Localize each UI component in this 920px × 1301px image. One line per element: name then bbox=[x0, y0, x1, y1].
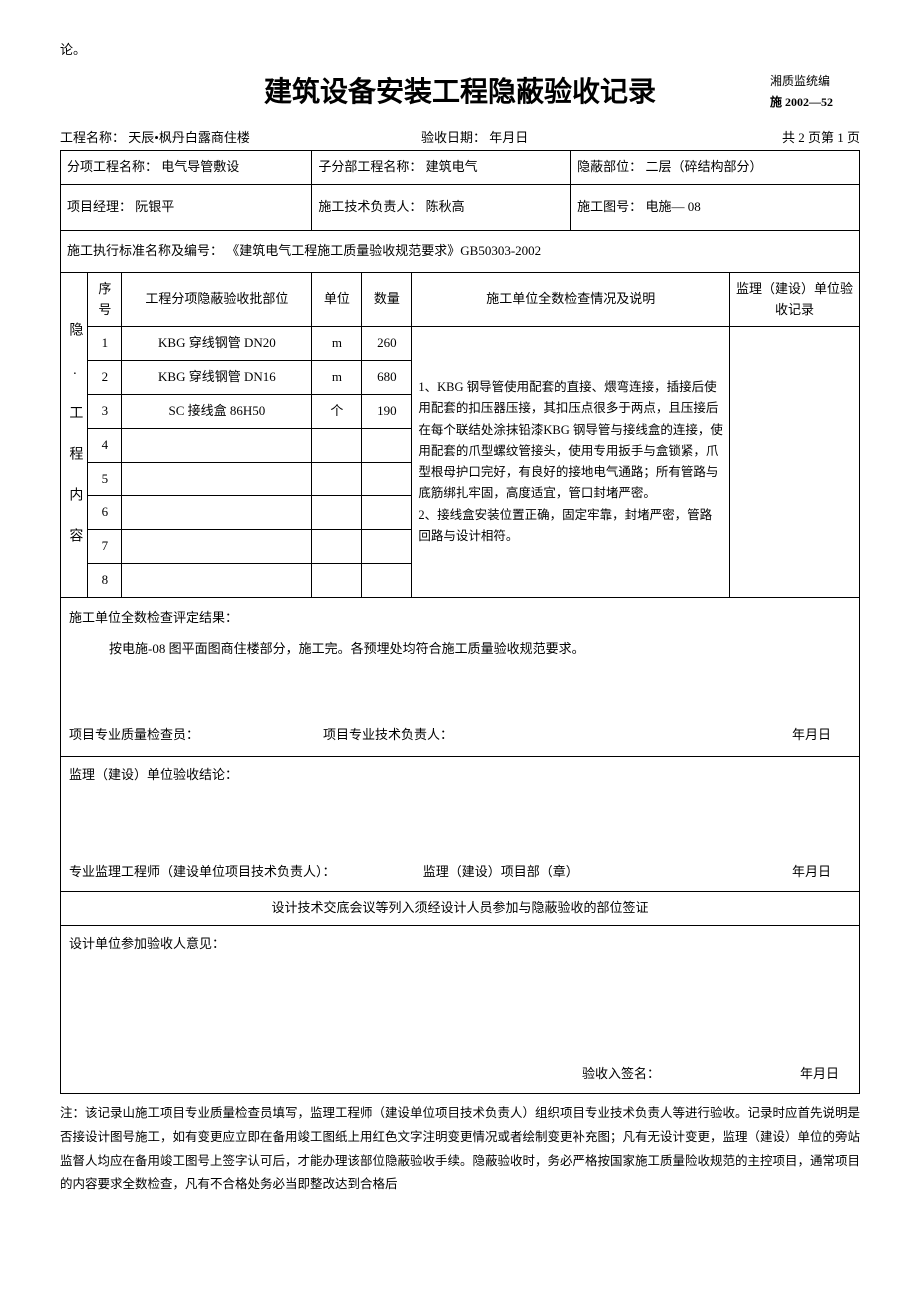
doc-code-line2: 施 2002—52 bbox=[770, 92, 860, 114]
cell-qty bbox=[362, 530, 412, 564]
tech-label: 施工技术负责人： bbox=[318, 199, 422, 214]
cell-unit bbox=[312, 428, 362, 462]
drawing-number: 电施— 08 bbox=[645, 199, 700, 214]
cell-part bbox=[122, 428, 312, 462]
design-title: 设计单位参加验收人意见： bbox=[69, 934, 851, 955]
cell-seq: 8 bbox=[88, 563, 122, 597]
tech-name: 陈秋高 bbox=[426, 199, 465, 214]
cell-unit bbox=[312, 563, 362, 597]
title-row: 建筑设备安装工程隐蔽验收记录 湘质监统编 施 2002—52 bbox=[60, 71, 860, 116]
cell-unit bbox=[312, 496, 362, 530]
branch-name: 建筑电气 bbox=[426, 159, 478, 174]
cell-seq: 2 bbox=[88, 361, 122, 395]
accept-date: 年月日 bbox=[489, 130, 528, 145]
design-sig-label: 验收入签名： bbox=[582, 1064, 660, 1085]
branch-label: 子分部工程名称： bbox=[318, 159, 422, 174]
cell-unit bbox=[312, 462, 362, 496]
cell-seq: 1 bbox=[88, 327, 122, 361]
cell-part bbox=[122, 462, 312, 496]
design-date: 年月日 bbox=[800, 1064, 839, 1085]
cell-unit: 个 bbox=[312, 394, 362, 428]
standard-value: 《建筑电气工程施工质量验收规范要求》GB50303-2002 bbox=[226, 243, 541, 258]
project-name: 天辰•枫丹白露商住楼 bbox=[128, 130, 250, 145]
design-note: 设计技术交底会议等列入须经设计人员参加与隐蔽验收的部位签证 bbox=[61, 891, 860, 925]
cell-seq: 4 bbox=[88, 428, 122, 462]
supervision-row: 监理（建设）单位验收结论： 专业监理工程师（建设单位项目技术负责人）： 监理（建… bbox=[61, 757, 860, 892]
col-record: 监理（建设）单位验收记录 bbox=[730, 272, 860, 327]
footer-note: 注：该记录山施工项目专业质量检查员填写，监理工程师（建设单位项目技术负责人）组织… bbox=[60, 1102, 860, 1197]
result-row: 施工单位全数检查评定结果： 按电施-08 图平面图商住楼部分，施工完。各预埋处均… bbox=[61, 597, 860, 756]
cell-qty: 260 bbox=[362, 327, 412, 361]
cell-qty bbox=[362, 496, 412, 530]
cell-qty: 190 bbox=[362, 394, 412, 428]
page-title: 建筑设备安装工程隐蔽验收记录 bbox=[150, 71, 770, 116]
cell-part bbox=[122, 563, 312, 597]
doc-code: 湘质监统编 施 2002—52 bbox=[770, 71, 860, 114]
sv-engineer-label: 专业监理工程师（建设单位项目技术负责人）： bbox=[69, 862, 423, 883]
drawing-label: 施工图号： bbox=[577, 199, 642, 214]
cell-part: KBG 穿线钢管 DN16 bbox=[122, 361, 312, 395]
sv-date: 年月日 bbox=[695, 862, 851, 883]
q-inspector-label: 项目专业质量检查员： bbox=[69, 725, 323, 746]
side-label: 隐 . 工 程 内 容 bbox=[61, 272, 88, 597]
page-info: 共 2 页第 1 页 bbox=[782, 128, 860, 149]
cell-part: KBG 穿线钢管 DN20 bbox=[122, 327, 312, 361]
column-header-row: 隐 . 工 程 内 容 序号 工程分项隐蔽验收批部位 单位 数量 施工单位全数检… bbox=[61, 272, 860, 327]
sv-dept-label: 监理（建设）项目部（章） bbox=[423, 862, 695, 883]
tech-leader-label: 项目专业技术负责人： bbox=[323, 725, 577, 746]
standard-row: 施工执行标准名称及编号： 《建筑电气工程施工质量验收规范要求》GB50303-2… bbox=[61, 230, 860, 272]
record-cell bbox=[730, 327, 860, 597]
standard-label: 施工执行标准名称及编号： bbox=[67, 243, 223, 258]
pre-header-row: 工程名称： 天辰•枫丹白露商住楼 验收日期： 年月日 共 2 页第 1 页 bbox=[60, 128, 860, 149]
project-name-label: 工程名称： bbox=[60, 130, 125, 145]
result-body: 按电施-08 图平面图商住楼部分，施工完。各预埋处均符合施工质量验收规范要求。 bbox=[69, 629, 851, 720]
header-row-2: 项目经理： 阮银平 施工技术负责人： 陈秋高 施工图号： 电施— 08 bbox=[61, 185, 860, 231]
cell-seq: 6 bbox=[88, 496, 122, 530]
hidden-part-label: 隐蔽部位： bbox=[577, 159, 642, 174]
sub-name: 电气导管敷设 bbox=[161, 159, 239, 174]
inspection-text: 1、KBG 钢导管使用配套的直接、煨弯连接，插接后使用配套的扣压器压接，其扣压点… bbox=[412, 327, 730, 597]
page-preface: 论。 bbox=[60, 40, 860, 61]
table-row: 1 KBG 穿线钢管 DN20 m 260 1、KBG 钢导管使用配套的直接、煨… bbox=[61, 327, 860, 361]
cell-seq: 3 bbox=[88, 394, 122, 428]
cell-part: SC 接线盒 86H50 bbox=[122, 394, 312, 428]
header-row-1: 分项工程名称： 电气导管敷设 子分部工程名称： 建筑电气 隐蔽部位： 二层（碎结… bbox=[61, 151, 860, 185]
doc-code-line1: 湘质监统编 bbox=[770, 71, 860, 93]
cell-unit bbox=[312, 530, 362, 564]
result-title: 施工单位全数检查评定结果： bbox=[69, 608, 851, 629]
cell-qty bbox=[362, 428, 412, 462]
cell-qty bbox=[362, 462, 412, 496]
col-inspect: 施工单位全数检查情况及说明 bbox=[412, 272, 730, 327]
accept-date-label: 验收日期： bbox=[421, 130, 486, 145]
col-part: 工程分项隐蔽验收批部位 bbox=[122, 272, 312, 327]
sub-name-label: 分项工程名称： bbox=[67, 159, 158, 174]
pm: 阮银平 bbox=[135, 199, 174, 214]
cell-unit: m bbox=[312, 361, 362, 395]
result-date: 年月日 bbox=[577, 725, 851, 746]
col-seq: 序号 bbox=[88, 272, 122, 327]
main-table: 分项工程名称： 电气导管敷设 子分部工程名称： 建筑电气 隐蔽部位： 二层（碎结… bbox=[60, 150, 860, 1094]
cell-qty: 680 bbox=[362, 361, 412, 395]
cell-part bbox=[122, 530, 312, 564]
cell-seq: 7 bbox=[88, 530, 122, 564]
col-unit: 单位 bbox=[312, 272, 362, 327]
supervision-title: 监理（建设）单位验收结论： bbox=[69, 765, 851, 786]
cell-unit: m bbox=[312, 327, 362, 361]
cell-qty bbox=[362, 563, 412, 597]
hidden-part: 二层（碎结构部分） bbox=[645, 159, 762, 174]
col-qty: 数量 bbox=[362, 272, 412, 327]
cell-part bbox=[122, 496, 312, 530]
pm-label: 项目经理： bbox=[67, 199, 132, 214]
design-row: 设计单位参加验收人意见： 验收入签名： 年月日 bbox=[61, 925, 860, 1094]
cell-seq: 5 bbox=[88, 462, 122, 496]
